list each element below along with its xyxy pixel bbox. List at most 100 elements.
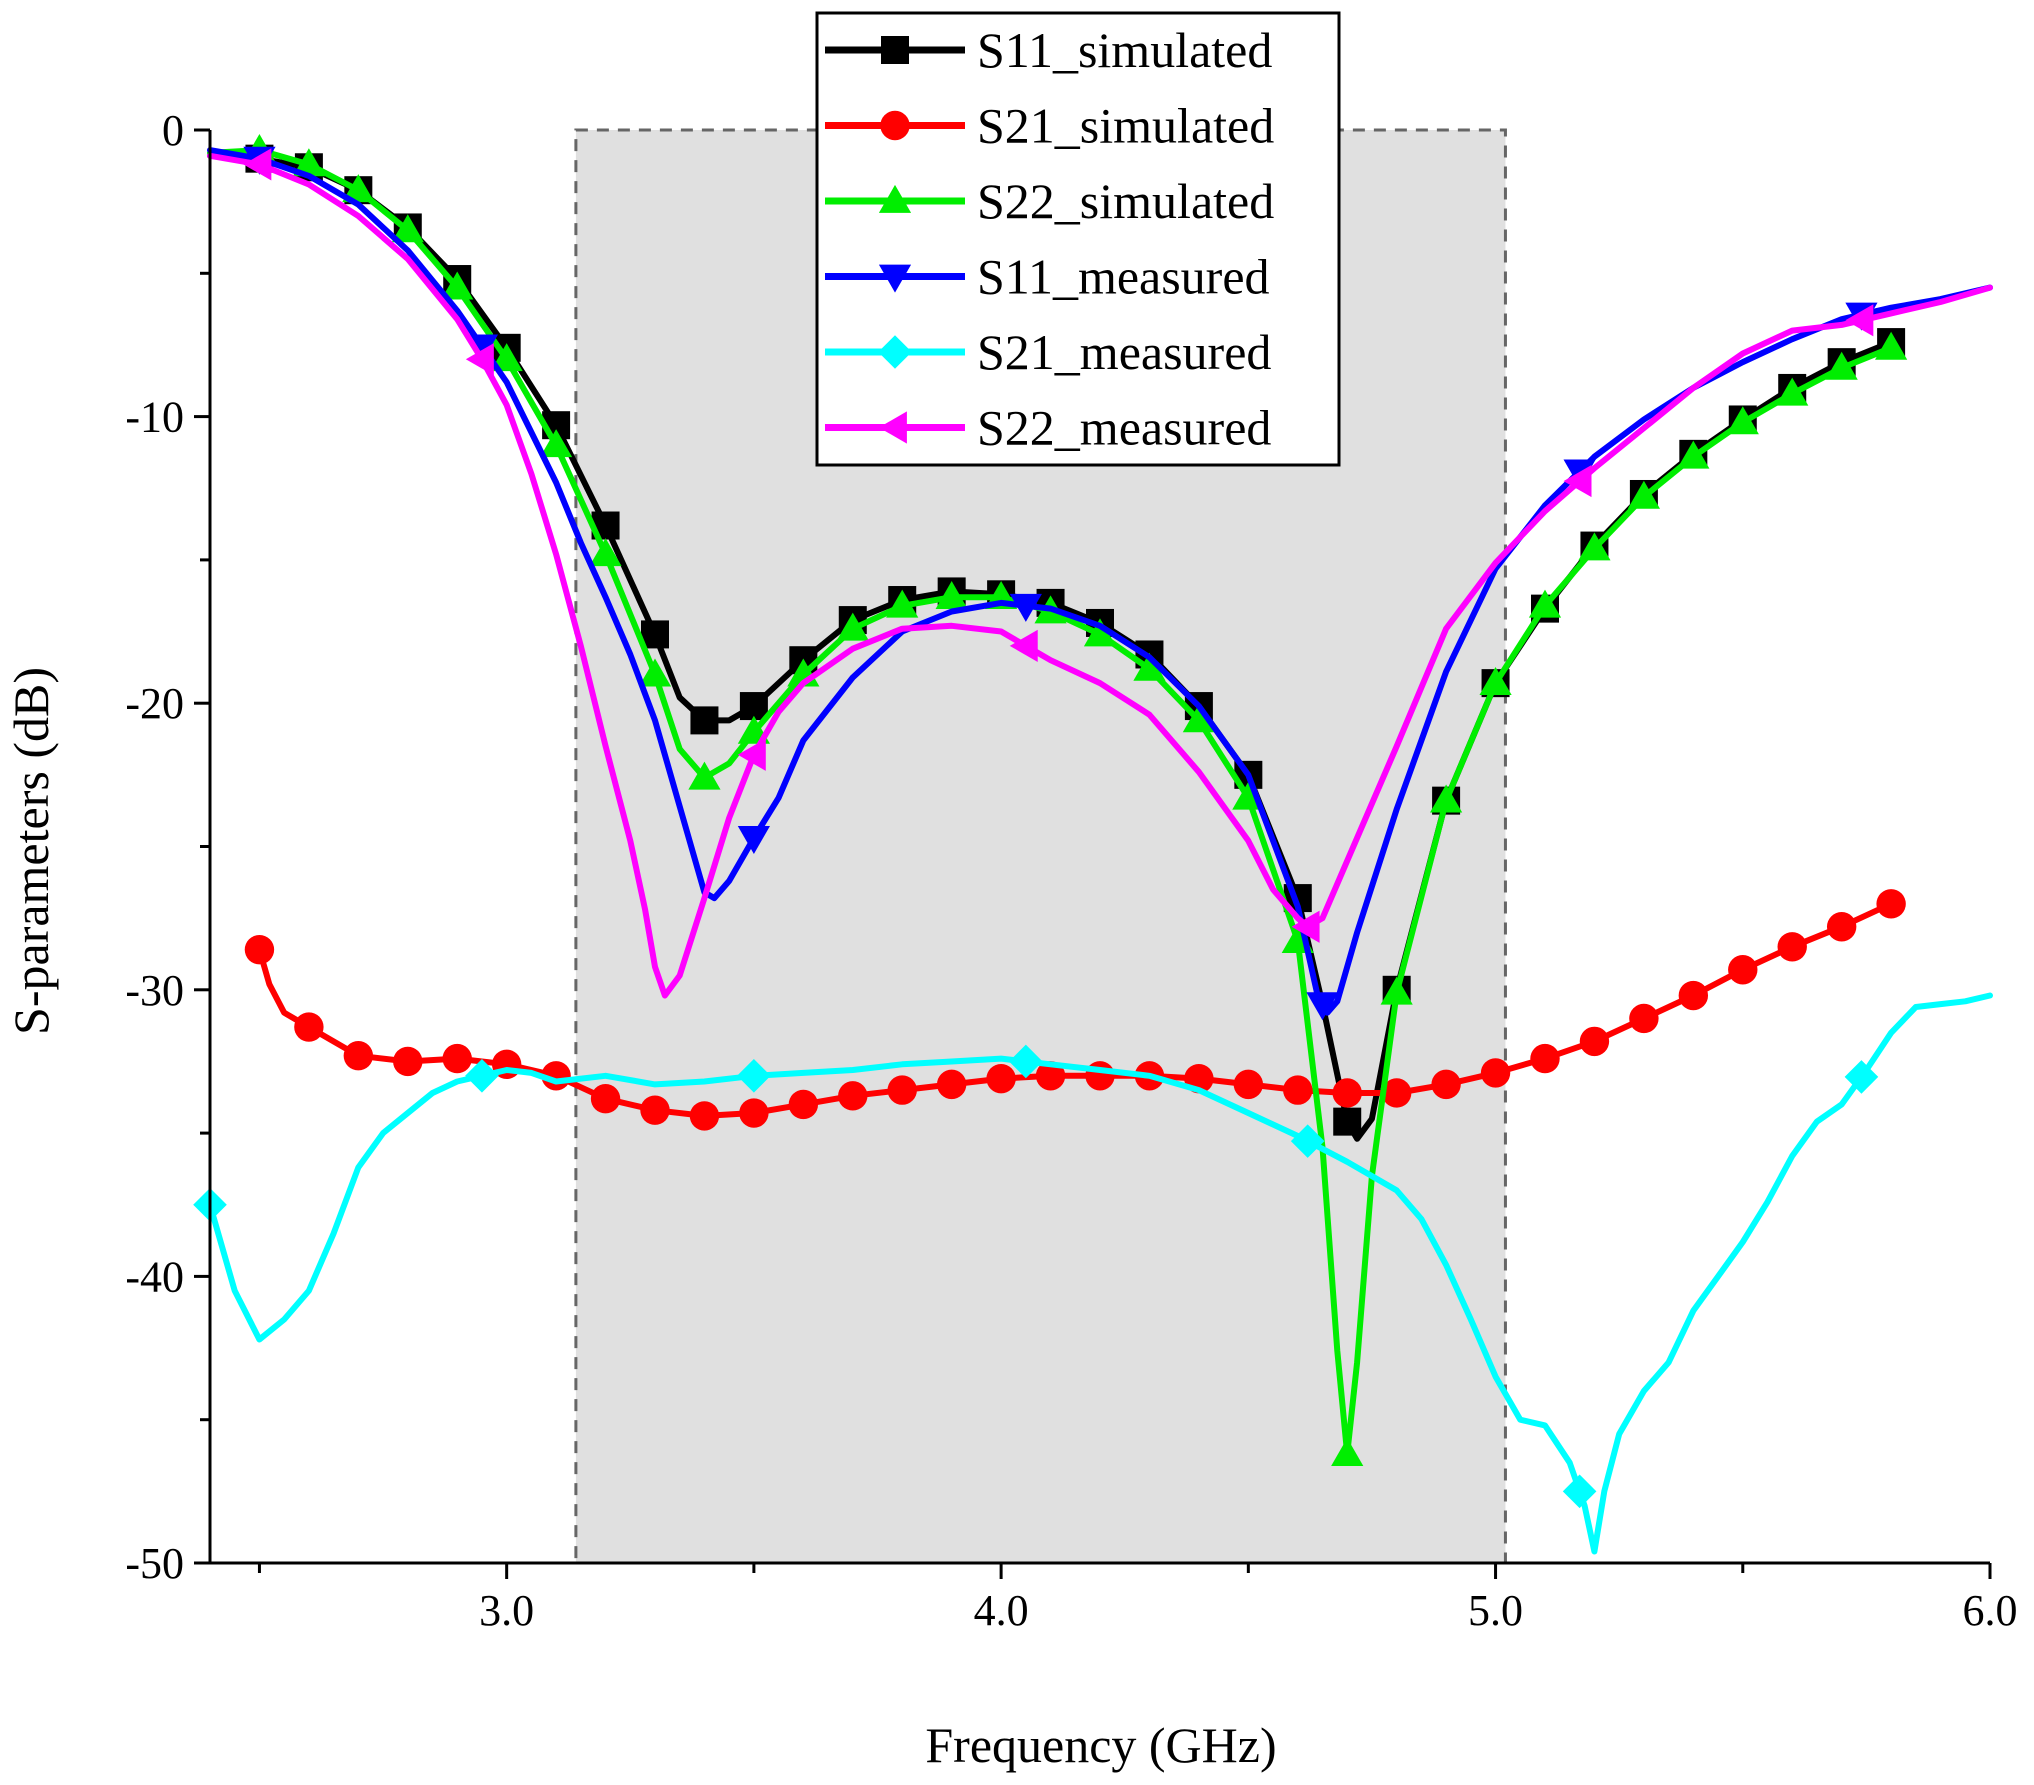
data-point-s22-simulated	[1726, 406, 1759, 435]
data-point-s21-measured	[1290, 1124, 1325, 1158]
data-point-s22-simulated	[441, 271, 474, 300]
data-point-s22-measured	[465, 343, 494, 376]
series-s22-measured	[207, 148, 1993, 999]
data-point-s21-simulated	[442, 1043, 472, 1074]
data-point-s21-simulated	[838, 1081, 868, 1111]
data-point-s21-simulated	[1381, 1078, 1412, 1108]
data-point-s21-simulated	[393, 1046, 423, 1077]
data-point-s21-simulated	[1876, 889, 1906, 919]
data-point-s21-simulated	[936, 1069, 967, 1100]
data-point-s22-simulated	[1528, 589, 1562, 618]
data-point-s21-simulated	[1728, 955, 1758, 985]
legend-label: S11_measured	[977, 249, 1270, 305]
data-point-s22-simulated	[1083, 618, 1117, 647]
legend-swatch-marker	[878, 264, 912, 293]
legend-label: S22_measured	[977, 400, 1271, 456]
legend-label: S22_simulated	[977, 173, 1274, 229]
series-line-s21-measured	[207, 992, 1993, 1555]
legend-item-s22-measured: S22_measured	[825, 400, 1271, 456]
data-point-s21-simulated	[343, 1041, 374, 1071]
data-point-s22-simulated	[1133, 652, 1166, 681]
data-point-s22-simulated	[1380, 976, 1413, 1005]
data-point-s22-simulated	[1578, 532, 1611, 561]
legend-swatch-marker	[881, 36, 909, 64]
legend-label: S11_simulated	[977, 22, 1272, 78]
data-point-s21-simulated	[1530, 1043, 1560, 1074]
data-point-s21-simulated	[1826, 912, 1857, 942]
data-point-s22-measured	[1845, 304, 1874, 337]
legend-label: S21_simulated	[977, 98, 1274, 154]
legend-swatch-marker	[880, 110, 910, 141]
data-point-s22-simulated	[589, 538, 622, 567]
data-point-s22-simulated	[1479, 667, 1512, 696]
data-point-s21-simulated	[1332, 1078, 1362, 1108]
legend-box	[815, 11, 1341, 467]
data-point-s22-simulated	[638, 658, 672, 687]
data-point-s21-simulated	[1233, 1069, 1264, 1100]
data-point-s11-simulated	[739, 692, 768, 721]
x-axis-title: Frequency (GHz)	[925, 1717, 1276, 1773]
data-point-s21-simulated	[1035, 1061, 1066, 1091]
data-point-s21-simulated	[986, 1063, 1016, 1094]
data-point-s11-measured	[737, 826, 770, 855]
data-point-s22-measured	[1563, 464, 1592, 498]
legend-item-s21-measured: S21_measured	[825, 324, 1271, 380]
data-point-s22-simulated	[292, 148, 325, 177]
data-point-s21-measured	[1844, 1060, 1879, 1094]
data-point-s22-simulated	[540, 429, 573, 458]
data-point-s21-simulated	[1629, 1003, 1659, 1034]
data-point-s21-measured	[465, 1058, 499, 1093]
data-point-s11-simulated	[641, 620, 669, 649]
data-point-s22-measured	[737, 738, 766, 771]
data-point-s21-simulated	[739, 1098, 769, 1128]
data-point-s21-simulated	[1431, 1069, 1461, 1100]
data-point-s21-simulated	[640, 1095, 670, 1125]
x-tick-label: 6.0	[1963, 1586, 2018, 1635]
x-tick-label: 4.0	[974, 1586, 1029, 1635]
data-point-s22-simulated	[1182, 704, 1215, 733]
data-point-s22-simulated	[886, 589, 919, 618]
series-line-s11-measured	[207, 147, 1993, 1016]
data-point-s22-simulated	[391, 214, 424, 243]
data-point-s21-simulated	[887, 1075, 917, 1105]
data-point-s21-simulated	[294, 1012, 324, 1042]
legend-swatch-marker	[878, 184, 912, 213]
legend-item-s21-simulated: S21_simulated	[825, 98, 1274, 154]
x-tick-label: 5.0	[1468, 1586, 1523, 1635]
legend-item-s22-simulated: S22_simulated	[825, 173, 1274, 229]
data-point-s21-simulated	[590, 1084, 621, 1114]
legend: S11_simulated S21_simulated S22_simulated S…	[815, 11, 1341, 467]
data-point-s11-simulated	[690, 706, 719, 735]
data-point-s22-simulated	[1331, 1437, 1364, 1466]
y-axis-title: S-parameters (dB)	[3, 667, 59, 1035]
data-point-s11-simulated	[1333, 1107, 1362, 1136]
legend-item-s11-simulated: S11_simulated	[825, 22, 1272, 78]
data-point-s22-simulated	[490, 343, 523, 372]
x-tick-label: 3.0	[479, 1586, 534, 1635]
data-point-s22-simulated	[836, 612, 869, 641]
data-point-s11-measured	[1306, 992, 1339, 1021]
y-tick-label: -50	[125, 1539, 184, 1588]
data-point-s21-simulated	[244, 934, 275, 965]
data-point-s22-simulated	[1627, 480, 1660, 509]
series-layer	[193, 133, 1993, 1555]
data-point-s22-simulated	[1776, 377, 1809, 406]
axes-layer: 3.0 4.0 5.0 6.0 0 -10 -20 -30 -40 -50	[125, 106, 2017, 1635]
y-tick-label: -30	[125, 966, 184, 1015]
legend-swatch-marker	[878, 335, 912, 369]
legend-item-s11-measured: S11_measured	[825, 249, 1270, 305]
data-point-s21-measured	[1562, 1474, 1597, 1509]
y-tick-label: -10	[125, 393, 184, 442]
data-point-s21-simulated	[1777, 932, 1807, 962]
data-point-s21-simulated	[1678, 980, 1709, 1011]
data-point-s22-measured	[243, 148, 272, 181]
data-point-s21-simulated	[1480, 1058, 1511, 1088]
data-point-s22-simulated	[1875, 331, 1908, 360]
data-point-s22-simulated	[342, 174, 375, 203]
legend-swatch-marker	[878, 411, 907, 444]
data-point-s21-simulated	[1085, 1061, 1115, 1091]
data-point-s22-simulated	[1677, 440, 1710, 469]
y-tick-label: -20	[125, 679, 184, 728]
data-point-s22-simulated	[688, 761, 721, 790]
